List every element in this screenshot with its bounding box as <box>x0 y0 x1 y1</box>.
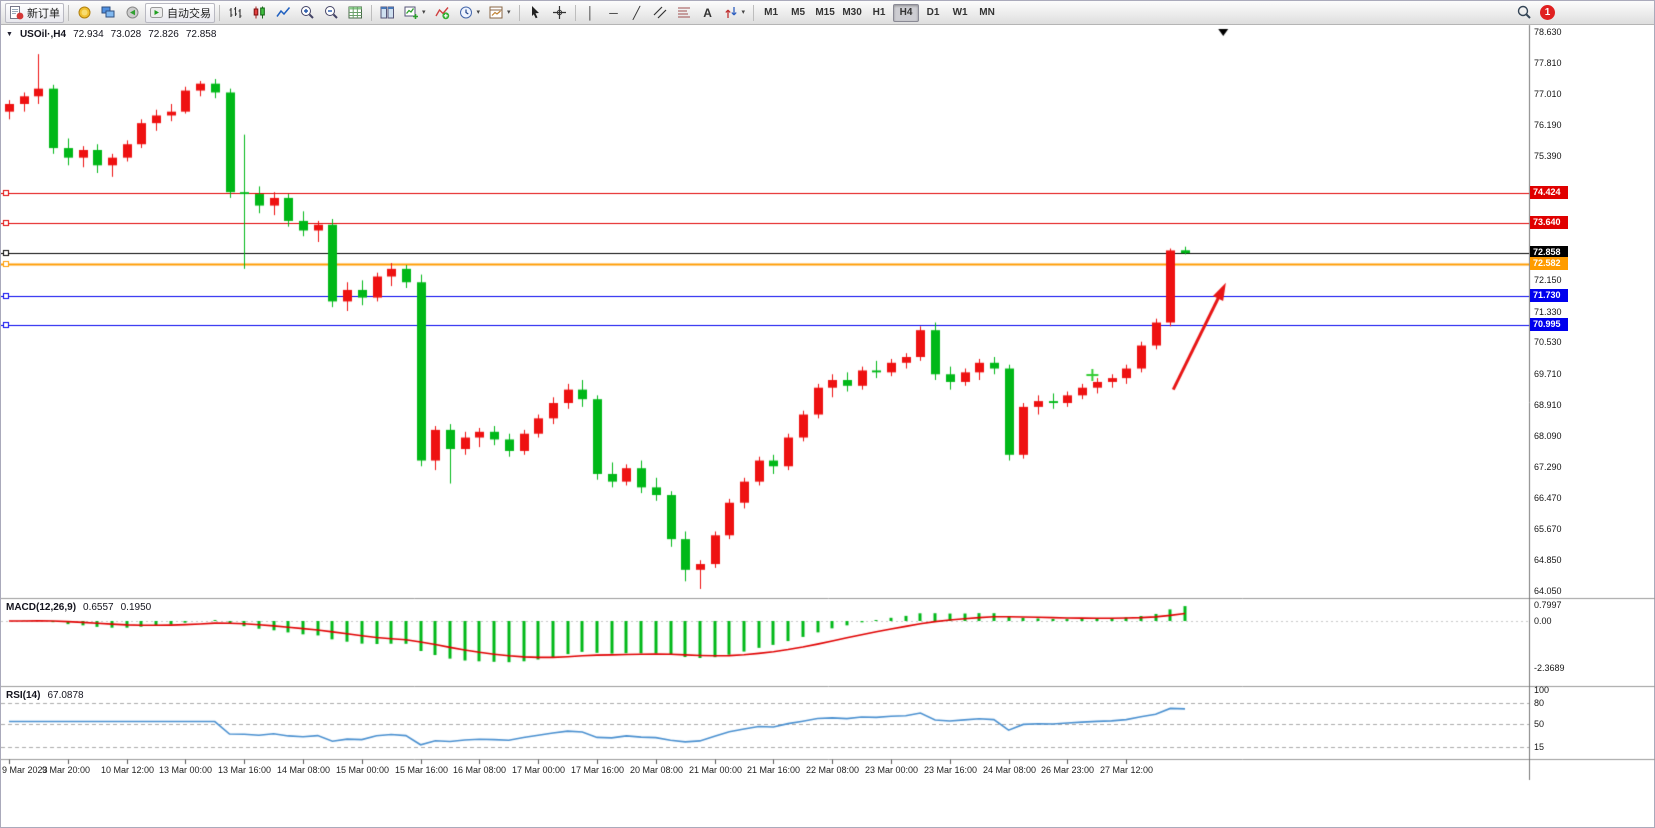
new-chart-button[interactable]: ▾ <box>400 3 430 23</box>
chart-symbol-title: USOil·,H4 <box>19 29 67 40</box>
new-chart-icon <box>404 6 418 19</box>
market-watch-button[interactable] <box>73 3 96 23</box>
timeframe-m15-button[interactable]: M15 <box>815 7 835 18</box>
crosshair-button[interactable] <box>548 3 571 23</box>
tile-windows-icon <box>380 6 394 19</box>
text-icon: A <box>703 5 712 20</box>
ohlc-close: 72.858 <box>185 29 217 40</box>
text-button[interactable]: A <box>697 3 719 23</box>
zoom-in-icon <box>301 6 314 19</box>
indicators-icon <box>434 7 449 20</box>
toolbar-separator <box>371 4 372 21</box>
horizontal-line-icon: ─ <box>609 5 618 20</box>
clock-icon <box>459 6 472 19</box>
search-icon <box>1517 5 1531 19</box>
auto-trading-button[interactable]: 自动交易 <box>145 2 215 23</box>
timeframe-m5-button[interactable]: M5 <box>791 7 806 18</box>
arrows-button[interactable]: ▾ <box>720 3 750 23</box>
zoom-out-icon <box>325 6 338 19</box>
terminal-button[interactable] <box>97 3 120 23</box>
grid-icon <box>348 6 362 19</box>
toolbar-separator <box>574 4 576 21</box>
periods-button[interactable]: ▾ <box>455 3 485 23</box>
macd-value-signal: 0.1950 <box>120 602 152 613</box>
search-button[interactable] <box>1513 3 1536 23</box>
strategy-tester-button[interactable] <box>121 3 144 23</box>
vertical-line-button[interactable]: │ <box>580 3 602 23</box>
arrows-icon <box>724 7 737 18</box>
coin-icon <box>78 6 91 19</box>
bar-chart-icon <box>229 7 242 18</box>
templates-button[interactable]: ▾ <box>485 3 515 23</box>
line-chart-icon <box>276 7 291 17</box>
ohlc-open: 72.934 <box>73 29 104 40</box>
auto-trading-icon <box>150 7 163 18</box>
new-order-label: 新订单 <box>27 7 60 20</box>
toolbar-separator <box>753 4 755 21</box>
caret-down-icon: ▾ <box>476 9 481 16</box>
toolbar-right-cluster: 1 <box>1513 3 1555 23</box>
toolbar-separator <box>219 4 220 21</box>
timeframe-m30-button[interactable]: M30 <box>842 7 862 18</box>
auto-trading-label: 自动交易 <box>167 7 211 20</box>
tester-icon <box>126 6 139 19</box>
timeframe-m1-button[interactable]: M1 <box>764 7 779 18</box>
notification-badge[interactable]: 1 <box>1540 5 1555 20</box>
fibonacci-button[interactable] <box>673 3 696 23</box>
rsi-value: 67.0878 <box>47 690 84 701</box>
vertical-line-icon: │ <box>586 5 595 20</box>
grid-button[interactable] <box>344 3 367 23</box>
tile-windows-button[interactable] <box>376 3 399 23</box>
template-icon <box>489 6 503 19</box>
zoom-out-button[interactable] <box>320 3 343 23</box>
toolbar-separator <box>518 4 520 21</box>
ohlc-low: 72.826 <box>148 29 179 40</box>
caret-down-icon: ▾ <box>741 9 746 16</box>
zoom-in-button[interactable] <box>296 3 319 23</box>
macd-value-main: 0.6557 <box>83 602 114 613</box>
timeframe-d1-button[interactable]: D1 <box>926 7 940 18</box>
channel-button[interactable] <box>649 3 672 23</box>
candlestick-icon <box>253 6 265 19</box>
toolbar-separator <box>68 4 69 21</box>
indicators-button[interactable] <box>431 3 454 23</box>
main-toolbar: 新订单 自动交易 <box>1 1 1654 25</box>
fibonacci-icon <box>677 7 690 18</box>
horizontal-line-button[interactable]: ─ <box>603 3 625 23</box>
caret-down-icon: ▾ <box>422 9 426 16</box>
chart-ohlc-header: ▼ USOil·,H4 72.934 73.028 72.826 72.858 <box>6 29 216 40</box>
chart-bars-button[interactable] <box>224 3 247 23</box>
caret-down-icon: ▾ <box>507 9 511 16</box>
timeframe-w1-button[interactable]: W1 <box>952 7 968 18</box>
collapse-chart-icon[interactable]: ▼ <box>6 31 13 38</box>
macd-title: MACD(12,26,9) <box>6 602 77 613</box>
chart-candles-button[interactable] <box>248 3 271 23</box>
channel-icon <box>653 6 666 19</box>
rsi-title: RSI(14) <box>6 690 41 701</box>
new-order-icon <box>10 6 24 20</box>
chart-line-button[interactable] <box>272 3 295 23</box>
ohlc-high: 73.028 <box>110 29 142 40</box>
cursor-icon <box>531 6 539 19</box>
rsi-header: RSI(14) 67.0878 <box>6 690 84 701</box>
timeframe-mn-button[interactable]: MN <box>979 7 995 18</box>
timeframe-h1-button[interactable]: H1 <box>872 7 886 18</box>
trendline-button[interactable]: ╱ <box>626 3 648 23</box>
macd-header: MACD(12,26,9) 0.6557 0.1950 <box>6 602 151 613</box>
crosshair-icon <box>552 6 566 19</box>
timeframe-h4-button[interactable]: H4 <box>893 3 920 22</box>
screens-icon <box>101 6 115 18</box>
new-order-button[interactable]: 新订单 <box>5 2 64 23</box>
trendline-icon: ╱ <box>632 5 641 20</box>
cursor-button[interactable] <box>524 3 547 23</box>
